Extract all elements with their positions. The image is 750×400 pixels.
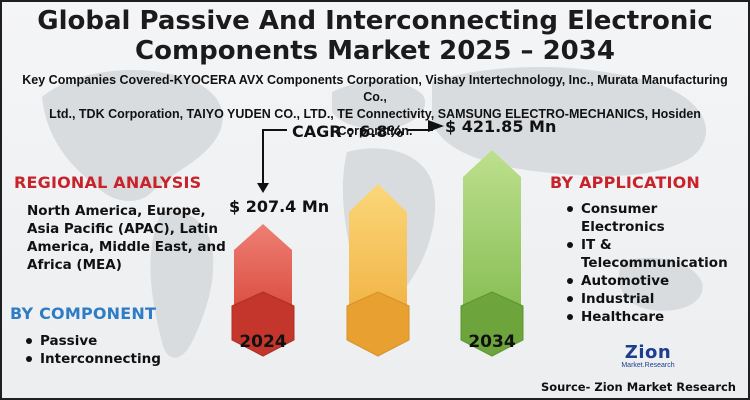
- bar-middle: [346, 184, 410, 357]
- component-item-passive: Passive: [24, 332, 161, 350]
- year-2024-label: 2024: [239, 332, 287, 352]
- application-item-automotive: Automotive: [565, 272, 745, 290]
- cagr-arrow-down: [262, 129, 287, 185]
- cagr-arrow-down-head: [257, 183, 269, 193]
- source-credit: Source- Zion Market Research: [540, 380, 736, 394]
- key-companies-line-1: Key Companies Covered-KYOCERA AVX Compon…: [22, 73, 728, 104]
- key-companies-line-2: Ltd., TDK Corporation, TAIYO YUDEN CO., …: [49, 107, 701, 138]
- zion-logo-word: Zion: [624, 342, 672, 363]
- year-2034-label: 2034: [468, 332, 516, 352]
- cagr-label: CAGR : 6.8%: [292, 122, 404, 141]
- value-2024: $ 207.4 Mn: [229, 197, 330, 216]
- page-title-line-1: Global Passive And Interconnecting Elect…: [37, 6, 713, 36]
- application-item-healthcare: Healthcare: [565, 308, 745, 326]
- page-title-line-2: Components Market 2025 – 2034: [135, 36, 615, 66]
- component-list: Passive Interconnecting: [24, 332, 161, 368]
- cagr-arrow-right-head: [428, 120, 444, 132]
- bar-2024: [231, 224, 295, 357]
- by-component-heading: BY COMPONENT: [10, 304, 157, 323]
- regional-analysis-text: North America, Europe, Asia Pacific (APA…: [27, 203, 226, 273]
- key-companies: Key Companies Covered-KYOCERA AVX Compon…: [12, 72, 738, 140]
- regional-analysis-heading: REGIONAL ANALYSIS: [14, 173, 202, 192]
- application-item-industrial: Industrial: [565, 290, 745, 308]
- value-2034: $ 421.85 Mn: [445, 117, 557, 136]
- application-item-consumer-electronics: Consumer Electronics: [565, 200, 745, 236]
- application-item-it-telecommunication: IT & Telecommunication: [565, 236, 745, 272]
- zion-logo-sub: Market.Research: [621, 362, 675, 369]
- zion-logo: Zion Market.Research: [608, 344, 688, 370]
- by-application-heading: BY APPLICATION: [550, 173, 701, 192]
- component-item-interconnecting: Interconnecting: [24, 350, 161, 368]
- bar-2034: [460, 150, 524, 357]
- application-list: Consumer Electronics IT & Telecommunicat…: [565, 200, 745, 326]
